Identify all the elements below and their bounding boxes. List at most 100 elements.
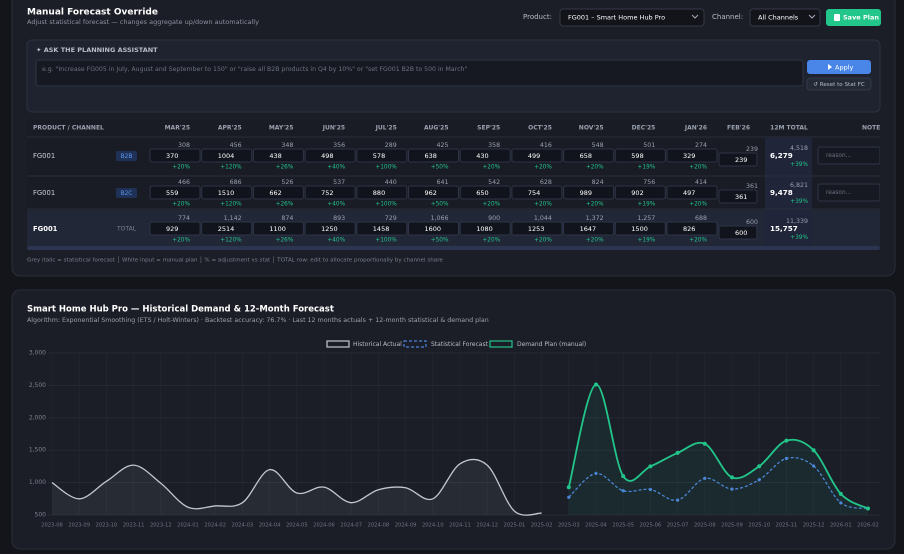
plan-input[interactable] xyxy=(149,221,201,236)
x-tick-label: 2024-06 xyxy=(313,523,335,529)
plan-input[interactable] xyxy=(459,185,511,200)
y-tick-label: 2,000 xyxy=(29,414,46,421)
plan-input[interactable] xyxy=(614,185,666,200)
plan-input[interactable] xyxy=(563,221,615,236)
row-product: FG001 xyxy=(33,189,55,197)
plan-value: 1600 xyxy=(425,225,442,233)
product-select[interactable] xyxy=(559,8,705,27)
plan-input[interactable] xyxy=(408,185,459,200)
stat-value: 824 xyxy=(592,179,604,186)
point xyxy=(675,450,680,455)
note-input[interactable] xyxy=(817,183,880,202)
plan-value: 658 xyxy=(580,152,592,160)
change-value: +20% xyxy=(586,238,604,244)
x-tick-label: 2025-09 xyxy=(721,523,743,529)
plan-input[interactable] xyxy=(356,185,408,200)
play-icon xyxy=(828,64,832,70)
plan-input[interactable] xyxy=(201,148,253,163)
plan-value: 1458 xyxy=(373,225,390,233)
plan-input[interactable] xyxy=(511,148,563,163)
stat-value: 729 xyxy=(385,215,397,222)
plan-value: 902 xyxy=(631,189,643,197)
chevron xyxy=(808,14,816,19)
stat-value: 440 xyxy=(385,179,397,186)
plan-input[interactable] xyxy=(563,148,615,163)
assistant-input[interactable] xyxy=(35,59,804,87)
plan-input[interactable] xyxy=(408,148,459,163)
table-body: PRODUCT / CHANNEL MAR'25 APR'25 MAY'25 JUN'2… xyxy=(33,125,880,244)
plan-input[interactable] xyxy=(563,185,615,200)
stat-value: 358 xyxy=(488,142,500,149)
plan-value: 600 xyxy=(735,229,747,237)
reset-button[interactable] xyxy=(806,77,872,91)
legend-swatch xyxy=(489,340,513,348)
stat-value: 600 xyxy=(746,219,758,226)
plan-input[interactable] xyxy=(408,221,459,236)
plan-input[interactable] xyxy=(666,221,718,236)
plan-value: 430 xyxy=(476,152,488,160)
series-line xyxy=(568,457,869,510)
x-tick-label: 2025-06 xyxy=(640,523,662,529)
x-tick-label: 2024-12 xyxy=(476,523,498,529)
column-header: OCT'25 xyxy=(528,125,552,132)
plan-input[interactable] xyxy=(614,148,666,163)
change-value: +20% xyxy=(689,165,707,171)
scrollbar xyxy=(27,246,880,250)
area xyxy=(568,384,868,515)
plan-input[interactable] xyxy=(252,148,304,163)
stat-value: 686 xyxy=(230,179,242,186)
plan-value: 1250 xyxy=(321,225,338,233)
plan-input[interactable] xyxy=(304,185,356,200)
assistant-placeholder: e.g. "Increase FG005 in July, August and… xyxy=(42,66,467,73)
change-value: +20% xyxy=(689,202,707,208)
x-tick-label: 2026-02 xyxy=(857,523,879,529)
channel-select[interactable] xyxy=(749,8,821,27)
plan-input[interactable] xyxy=(201,221,253,236)
plan-input[interactable] xyxy=(718,189,758,204)
plan-input[interactable] xyxy=(252,221,304,236)
stat-value: 548 xyxy=(592,142,604,149)
change-value: +20% xyxy=(482,202,500,208)
plan-input[interactable] xyxy=(511,185,563,200)
plan-input[interactable] xyxy=(718,225,758,240)
stat-value: 1,066 xyxy=(430,215,448,222)
plan-value: 498 xyxy=(321,152,333,160)
column-header: SEP'25 xyxy=(477,125,500,132)
stat-value: 542 xyxy=(488,179,500,186)
plan-input[interactable] xyxy=(149,148,201,163)
plan-input[interactable] xyxy=(356,148,408,163)
plan-input[interactable] xyxy=(201,185,253,200)
plan-value: 361 xyxy=(735,193,747,201)
plan-input[interactable] xyxy=(666,148,718,163)
plan-value: 650 xyxy=(476,189,488,197)
point xyxy=(757,478,761,482)
stat-value: 274 xyxy=(695,142,707,149)
plan-input[interactable] xyxy=(356,221,408,236)
plan-input[interactable] xyxy=(511,221,563,236)
plan-input[interactable] xyxy=(304,221,356,236)
stat-value: 416 xyxy=(540,142,552,149)
x-tick-label: 2025-07 xyxy=(667,523,689,529)
save-button[interactable] xyxy=(826,9,881,26)
stat-value: 526 xyxy=(281,179,293,186)
row-product: FG001 xyxy=(33,152,55,160)
plan-input[interactable] xyxy=(666,185,718,200)
x-tick-label: 2024-04 xyxy=(259,523,281,529)
plan-input[interactable] xyxy=(459,148,511,163)
apply-button[interactable] xyxy=(807,60,871,74)
plan-value: 754 xyxy=(528,189,540,197)
x-tick-label: 2025-03 xyxy=(558,523,580,529)
plan-value: 1510 xyxy=(218,189,235,197)
change-value: +50% xyxy=(431,238,449,244)
plan-input[interactable] xyxy=(252,185,304,200)
stat-value: 308 xyxy=(178,142,190,149)
change-value: +100% xyxy=(375,165,397,171)
plan-input[interactable] xyxy=(149,185,201,200)
note-input[interactable] xyxy=(817,146,880,165)
plan-input[interactable] xyxy=(718,152,758,167)
plan-input[interactable] xyxy=(304,148,356,163)
plan-input[interactable] xyxy=(459,221,511,236)
chart-title: Smart Home Hub Pro — Historical Demand &… xyxy=(27,305,334,315)
plan-input[interactable] xyxy=(614,221,666,236)
